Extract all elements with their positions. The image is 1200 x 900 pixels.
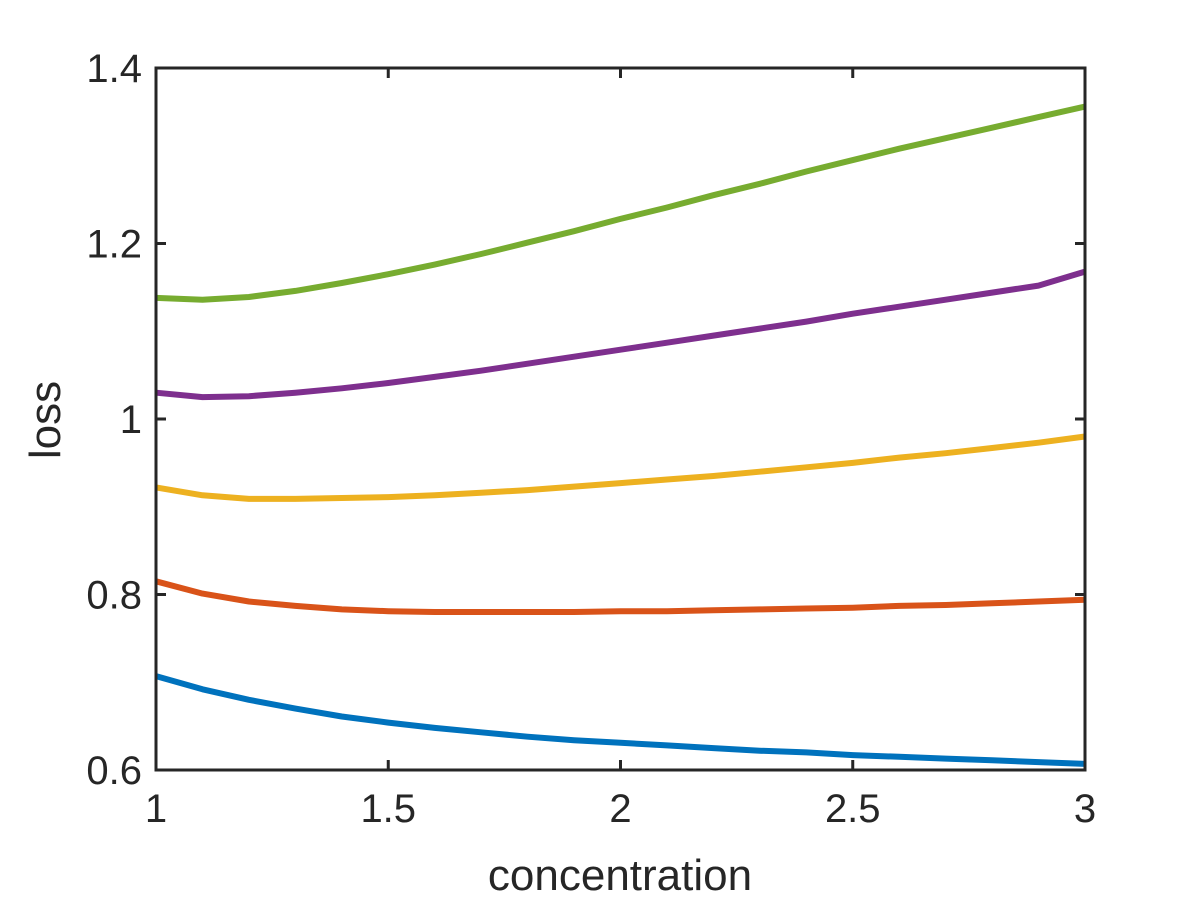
y-axis-title: loss <box>21 381 70 459</box>
series-line-4 <box>155 268 1086 401</box>
x-tick-label: 1 <box>145 787 167 831</box>
y-tick-label: 0.8 <box>86 574 142 618</box>
series-line-5 <box>155 103 1086 303</box>
y-tick-label: 1 <box>120 398 142 442</box>
y-tick-label: 1.4 <box>86 47 142 91</box>
plot-frame <box>154 66 1087 772</box>
y-tick-label: 0.6 <box>86 749 142 793</box>
series-line-1 <box>155 673 1086 767</box>
y-tick-label: 1.2 <box>86 223 142 267</box>
x-tick-labels: 1 1.5 2 2.5 3 <box>145 787 1096 831</box>
x-tick-label: 1.5 <box>360 787 416 831</box>
tick-marks <box>154 66 1087 772</box>
series-line-3 <box>155 433 1086 502</box>
x-tick-label: 2 <box>609 787 631 831</box>
plot-lines <box>155 103 1086 767</box>
series-line-2 <box>155 578 1086 615</box>
y-tick-labels: 0.6 0.8 1 1.2 1.4 <box>86 47 142 793</box>
x-tick-label: 3 <box>1074 787 1096 831</box>
x-axis-title: concentration <box>488 851 752 900</box>
x-tick-label: 2.5 <box>825 787 881 831</box>
